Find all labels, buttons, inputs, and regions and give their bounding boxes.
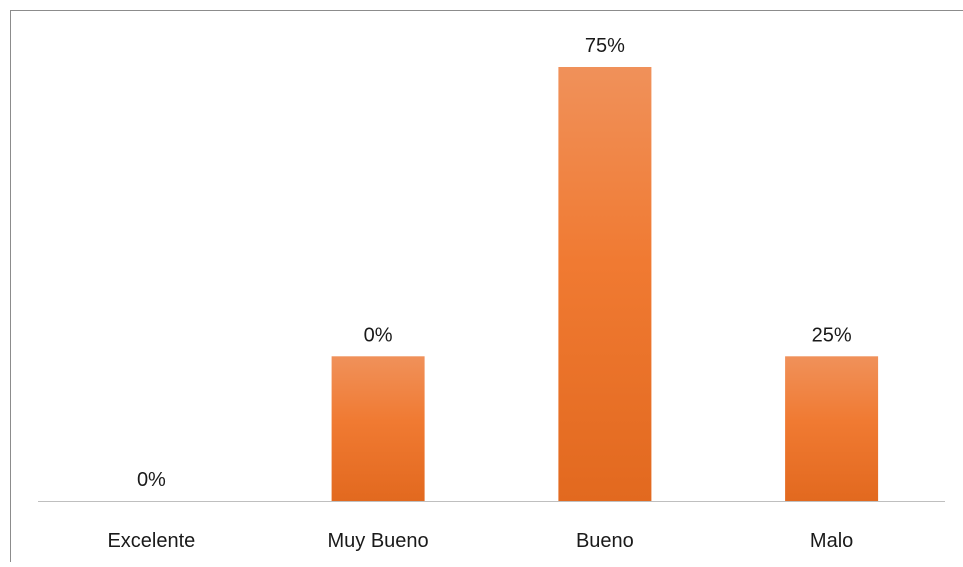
- data-label: 25%: [812, 324, 852, 346]
- bar-muy-bueno: [331, 356, 425, 501]
- data-label: 75%: [585, 35, 625, 57]
- bar-malo: [785, 356, 879, 501]
- x-tick-label: Malo: [810, 530, 853, 552]
- data-label: 0%: [364, 324, 393, 346]
- bar-bueno: [558, 67, 652, 501]
- x-axis-tick-labels: Excelente Muy Bueno Bueno Malo: [107, 530, 853, 552]
- data-label: 0%: [137, 469, 166, 491]
- data-labels-layer: 0% 0% 75% 25%: [137, 35, 852, 491]
- bars-layer: [331, 67, 879, 501]
- x-tick-label: Bueno: [576, 530, 634, 552]
- x-tick-label: Excelente: [107, 530, 195, 552]
- x-tick-label: Muy Bueno: [328, 530, 429, 552]
